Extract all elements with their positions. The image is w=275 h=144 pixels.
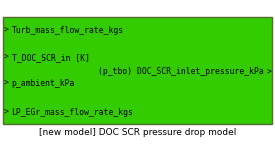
Text: >: > [267, 68, 272, 76]
Text: [new model] DOC SCR pressure drop model: [new model] DOC SCR pressure drop model [39, 128, 236, 137]
Text: >: > [3, 79, 8, 88]
Text: T_DOC_SCR_in [K]: T_DOC_SCR_in [K] [12, 53, 90, 62]
Bar [3, 17, 272, 124]
Text: >: > [3, 26, 8, 35]
Text: LP_EGr_mass_flow_rate_kgs: LP_EGr_mass_flow_rate_kgs [12, 108, 133, 117]
Text: >: > [3, 53, 8, 62]
Text: Turb_mass_flow_rate_kgs: Turb_mass_flow_rate_kgs [12, 26, 124, 35]
Text: p_ambient_kPa: p_ambient_kPa [12, 79, 75, 88]
Text: (p_tbo) DOC_SCR_inlet_pressure_kPa: (p_tbo) DOC_SCR_inlet_pressure_kPa [98, 68, 264, 76]
Text: >: > [3, 108, 8, 117]
